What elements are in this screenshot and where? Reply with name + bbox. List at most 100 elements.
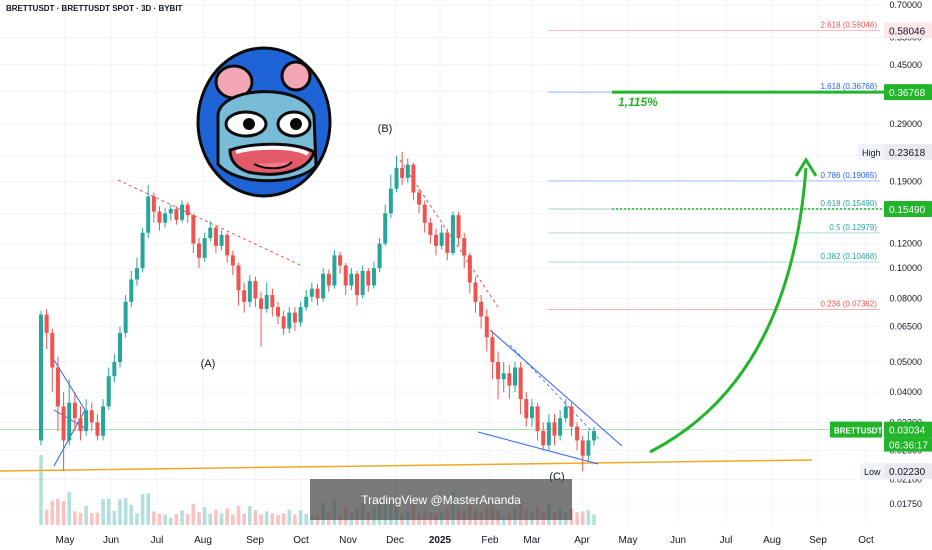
candle-body: [580, 440, 585, 456]
support-line: [0, 459, 813, 472]
candle-body: [569, 406, 574, 427]
candle-body: [405, 164, 410, 178]
price-badge-text: 0.15490: [889, 205, 926, 216]
volume-bar: [293, 514, 297, 525]
low-tag: [860, 463, 884, 480]
symbol-title[interactable]: BRETTUSDT · BRETTUSDT SPOT · 3D · BYBIT: [6, 4, 183, 13]
time-axis[interactable]: May Jun Jul Aug Sep Oct Nov Dec 2025 Feb Mar Apr May…: [56, 535, 874, 546]
candle-body: [326, 273, 331, 286]
price-badge: [884, 84, 932, 101]
candle-body: [524, 399, 529, 419]
candle-body: [197, 243, 201, 258]
candle-body: [225, 234, 230, 256]
annotations: (A)(B)(C)1,115%: [201, 95, 658, 483]
volume-bar: [146, 493, 151, 525]
volume-bar: [281, 513, 286, 525]
price-tick-label: 0.70000: [889, 0, 922, 10]
candle-body: [202, 238, 207, 258]
candle-body: [242, 290, 247, 302]
volume-bar: [580, 511, 585, 525]
volume-bar: [84, 506, 88, 525]
volume-bar: [242, 513, 246, 525]
price-badge: [884, 463, 932, 480]
high-tag: [858, 143, 884, 160]
candle-body: [287, 312, 292, 329]
time-tick-label: Jun: [670, 535, 686, 546]
candle-body: [101, 406, 106, 436]
volume-bar: [163, 514, 167, 525]
candle-body: [140, 232, 145, 269]
symbol-tag: [830, 421, 882, 438]
candle-body: [89, 410, 94, 423]
candle-body: [371, 268, 376, 286]
candle-body: [134, 268, 139, 280]
trend-line-b: [399, 159, 501, 311]
candle-body: [592, 431, 596, 441]
candle-body: [484, 316, 489, 338]
candle-body: [298, 307, 303, 323]
volume-bar: [191, 503, 196, 525]
candle-body: [123, 301, 128, 333]
candle-body: [377, 243, 382, 269]
price-badge-text: 0.03034: [889, 426, 926, 437]
time-tick-label: Feb: [481, 535, 499, 546]
candle-body: [541, 431, 546, 446]
volume-bar: [89, 513, 94, 525]
volume-bar: [168, 518, 173, 525]
candle-body: [473, 282, 478, 302]
candle-body: [213, 227, 218, 246]
chart-grid: [0, 0, 884, 525]
time-tick-label: Aug: [194, 535, 212, 546]
candle-body: [180, 204, 185, 220]
price-tick-label: 0.45000: [889, 60, 922, 70]
candle-body: [247, 280, 252, 302]
candle-body: [338, 255, 343, 266]
time-tick-label: Sep: [809, 535, 827, 546]
wave-label-b: (B): [378, 123, 393, 135]
candle-body: [309, 288, 314, 297]
volume-bar: [157, 513, 162, 525]
time-tick-label: May: [619, 535, 638, 546]
symbol-tag-text: BRETTUSDT: [834, 427, 883, 436]
time-tick-label: Oct: [858, 535, 874, 546]
candle-body: [276, 307, 280, 317]
volume-bar: [129, 504, 134, 525]
volume-bar: [202, 506, 207, 525]
volume-bar: [118, 499, 122, 525]
watermark: TradingView @MasterAnanda: [310, 479, 572, 520]
volume-bar: [253, 510, 258, 525]
candle-body: [388, 188, 393, 214]
fib-label: 2.618 (0.58046): [821, 20, 878, 29]
candle-body: [67, 402, 72, 441]
candle-body: [450, 215, 455, 253]
target-percent: 1,115%: [618, 95, 658, 109]
volume-bar: [106, 498, 111, 525]
volume-bar: [575, 512, 579, 525]
candle-body: [575, 426, 580, 441]
time-tick-label: 2025: [429, 535, 452, 546]
volume-bar: [123, 497, 128, 525]
price-badge: [884, 201, 932, 218]
volume-bar: [247, 506, 252, 525]
candle-body: [422, 204, 427, 223]
candle-body: [366, 270, 371, 286]
volume-bar: [180, 510, 184, 525]
countdown-badge: [884, 437, 932, 452]
candle-body: [434, 234, 438, 246]
price-tick-label: 0.06500: [889, 321, 922, 331]
candle-body: [383, 213, 388, 244]
candle-body: [558, 418, 563, 436]
price-badge: [884, 143, 932, 160]
volume-bar: [78, 512, 83, 525]
candle-body: [39, 314, 43, 441]
volume-bar: [298, 510, 303, 525]
candle-body: [321, 273, 326, 299]
candle-body: [411, 164, 416, 193]
candle-body: [292, 312, 297, 323]
candle-body: [529, 406, 534, 419]
candle-body: [55, 367, 60, 407]
volume-bar: [185, 514, 190, 525]
wedge-upper: [489, 329, 623, 447]
candle-body: [168, 208, 173, 214]
